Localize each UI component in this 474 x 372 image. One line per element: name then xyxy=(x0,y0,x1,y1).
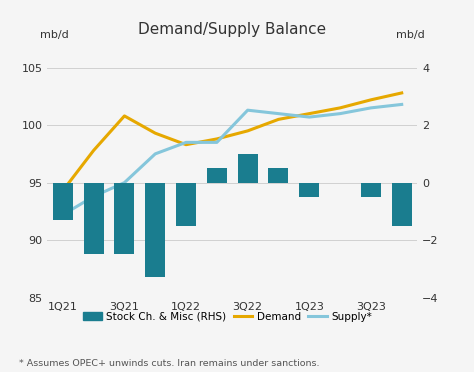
Bar xyxy=(299,183,319,197)
Bar xyxy=(207,168,227,183)
Bar xyxy=(361,183,381,197)
Bar xyxy=(145,183,165,278)
Title: Demand/Supply Balance: Demand/Supply Balance xyxy=(138,22,326,36)
Legend: Stock Ch. & Misc (RHS), Demand, Supply*: Stock Ch. & Misc (RHS), Demand, Supply* xyxy=(79,308,376,326)
Bar xyxy=(83,183,104,254)
Text: mb/d: mb/d xyxy=(396,30,425,39)
Bar xyxy=(237,154,258,183)
Text: mb/d: mb/d xyxy=(40,30,69,39)
Bar xyxy=(176,183,196,226)
Text: * Assumes OPEC+ unwinds cuts. Iran remains under sanctions.: * Assumes OPEC+ unwinds cuts. Iran remai… xyxy=(19,359,319,368)
Bar xyxy=(53,183,73,220)
Bar xyxy=(114,183,135,254)
Bar xyxy=(268,168,289,183)
Bar xyxy=(392,183,412,226)
